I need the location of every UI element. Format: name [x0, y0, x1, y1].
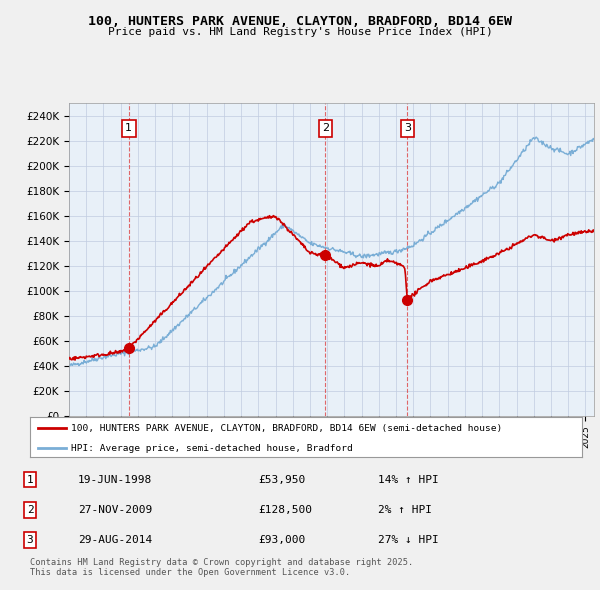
Text: 19-JUN-1998: 19-JUN-1998 [78, 474, 152, 484]
Text: 2: 2 [26, 505, 34, 515]
Text: £93,000: £93,000 [258, 535, 305, 545]
Text: £53,950: £53,950 [258, 474, 305, 484]
Text: 3: 3 [26, 535, 34, 545]
Text: 1: 1 [26, 474, 34, 484]
Text: 2% ↑ HPI: 2% ↑ HPI [378, 505, 432, 515]
Text: £128,500: £128,500 [258, 505, 312, 515]
Text: 1: 1 [125, 123, 132, 133]
Text: 100, HUNTERS PARK AVENUE, CLAYTON, BRADFORD, BD14 6EW: 100, HUNTERS PARK AVENUE, CLAYTON, BRADF… [88, 15, 512, 28]
Text: Price paid vs. HM Land Registry's House Price Index (HPI): Price paid vs. HM Land Registry's House … [107, 27, 493, 37]
Text: 27-NOV-2009: 27-NOV-2009 [78, 505, 152, 515]
Text: 100, HUNTERS PARK AVENUE, CLAYTON, BRADFORD, BD14 6EW (semi-detached house): 100, HUNTERS PARK AVENUE, CLAYTON, BRADF… [71, 424, 503, 433]
Text: 3: 3 [404, 123, 411, 133]
Text: 2: 2 [322, 123, 329, 133]
Text: Contains HM Land Registry data © Crown copyright and database right 2025.
This d: Contains HM Land Registry data © Crown c… [30, 558, 413, 577]
Text: 27% ↓ HPI: 27% ↓ HPI [378, 535, 439, 545]
Text: 29-AUG-2014: 29-AUG-2014 [78, 535, 152, 545]
Text: HPI: Average price, semi-detached house, Bradford: HPI: Average price, semi-detached house,… [71, 444, 353, 453]
Text: 14% ↑ HPI: 14% ↑ HPI [378, 474, 439, 484]
